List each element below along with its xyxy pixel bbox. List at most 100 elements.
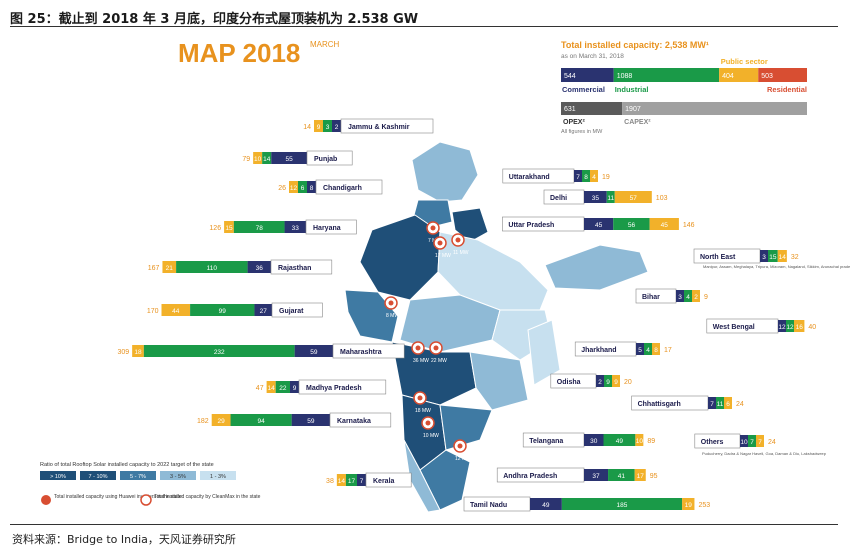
state-total: 95: [650, 473, 658, 480]
bar-segment-label: 14: [779, 254, 787, 261]
state-label-box: [306, 150, 353, 166]
bar-segment-public: [612, 375, 620, 387]
legend-swatch: [160, 471, 196, 480]
bar-segment-label: 44: [172, 308, 180, 315]
bar-segment-label: 55: [286, 156, 294, 163]
bar-segment-public: [682, 498, 695, 510]
bar-segment-industrial: [608, 469, 635, 481]
legend-bin-label: 3 - 5%: [170, 474, 186, 480]
top-rule: [10, 26, 838, 27]
summary-bar-segment: [758, 68, 807, 82]
opex-capex-label: OPEX²: [563, 119, 585, 126]
bar-segment-label: 6: [726, 401, 730, 408]
state-name: Karnataka: [337, 418, 371, 425]
bar-segment-commercial: [307, 181, 316, 193]
bar-segment-label: 7: [710, 401, 714, 408]
summary-segment-label: Public sector: [721, 57, 768, 66]
bar-segment-label: 17: [637, 473, 645, 480]
state-total: 103: [656, 195, 668, 202]
bar-segment-industrial: [176, 261, 248, 273]
bar-segment-label: 57: [630, 195, 638, 202]
map-pin-dot: [433, 345, 439, 351]
state-total: 24: [736, 401, 744, 408]
summary-title: Total installed capacity: 2,538 MW¹: [561, 40, 709, 50]
bar-segment-label: 4: [686, 294, 690, 301]
map-pin-dot: [457, 443, 463, 449]
bar-segment-label: 12: [786, 324, 794, 331]
state-name: North East: [700, 254, 736, 261]
state-total: 32: [791, 254, 799, 261]
summary-segment-label: Industrial: [615, 85, 649, 94]
bar-segment-label: 27: [260, 308, 268, 315]
bar-segment-label: 15: [225, 225, 233, 232]
state-total: 38: [326, 478, 334, 485]
state-name: Kerala: [373, 478, 395, 485]
state-name: Madhya Pradesh: [306, 385, 362, 392]
bar-segment-commercial: [291, 414, 330, 426]
bottom-rule: [10, 524, 838, 525]
state-name: Telangana: [529, 438, 563, 445]
state-total: 126: [209, 225, 221, 232]
bar-segment-label: 12: [290, 185, 298, 192]
bar-segment-label: 14: [263, 156, 271, 163]
map-region-jk: [411, 141, 479, 203]
summary-bar-segment: [613, 68, 720, 82]
bar-segment-label: 2: [694, 294, 698, 301]
bar-segment-public: [132, 345, 144, 357]
map-region-north-east: [544, 244, 649, 291]
map-region-telangana-ap: [439, 404, 493, 451]
bar-segment-label: 49: [616, 438, 624, 445]
bar-segment-industrial: [323, 120, 332, 132]
bar-segment-label: 11: [607, 195, 614, 202]
bar-segment-label: 36: [256, 265, 264, 272]
summary-bar-value: 544: [564, 73, 576, 80]
bar-segment-public: [253, 152, 263, 164]
state-total: 170: [147, 308, 159, 315]
state-name: Maharashtra: [340, 349, 382, 356]
opex-capex-segment: [622, 102, 807, 115]
map-region-uttarakhand: [451, 207, 489, 243]
bar-segment-commercial: [636, 343, 644, 355]
bar-segment-industrial: [768, 250, 778, 262]
state-label-box: [270, 259, 333, 275]
opex-capex-value: 631: [564, 106, 576, 113]
bar-segment-public: [224, 221, 234, 233]
bar-segment-label: 99: [219, 308, 227, 315]
legend-bin-label: 7 - 10%: [89, 474, 108, 480]
legend-ratio-title: Ratio of total Rooftop Solar installed c…: [40, 462, 214, 468]
bar-segment-label: 33: [292, 225, 300, 232]
bar-segment-public: [614, 191, 652, 203]
huawei-pin-icon: [41, 495, 51, 505]
map-month: MARCH: [310, 40, 340, 49]
state-name: Uttar Pradesh: [508, 222, 554, 229]
bar-segment-public: [336, 474, 346, 486]
state-label-box: [340, 118, 434, 134]
cleanmax-pin-icon: [140, 494, 152, 506]
map-pin-label: 36 MW: [413, 358, 429, 364]
bar-segment-industrial: [230, 414, 292, 426]
legend-swatch: [40, 471, 76, 480]
state-name: Andhra Pradesh: [503, 473, 557, 480]
legend-huawei-label: Total installed capacity using Huawei in…: [54, 494, 182, 500]
bar-segment-commercial: [254, 304, 272, 316]
bar-segment-label: 2: [598, 379, 602, 386]
map-pin-dot: [430, 225, 436, 231]
legend-swatch: [80, 471, 116, 480]
bar-segment-label: 110: [207, 265, 218, 272]
summary-bar-segment: [719, 68, 759, 82]
bar-segment-commercial: [574, 170, 582, 182]
bar-segment-public: [590, 170, 598, 182]
state-name: Delhi: [550, 195, 567, 202]
state-total: 167: [148, 265, 160, 272]
bar-segment-public: [756, 435, 764, 447]
state-total: 20: [624, 379, 632, 386]
state-total: 309: [117, 349, 129, 356]
map-pin-dot: [437, 240, 443, 246]
bar-segment-commercial: [584, 218, 614, 230]
state-label-box: [298, 379, 387, 395]
state-label-box: [315, 179, 383, 195]
state-total: 9: [704, 294, 708, 301]
opex-capex-segment: [561, 102, 623, 115]
bar-segment-industrial: [582, 170, 590, 182]
bar-segment-commercial: [284, 221, 306, 233]
